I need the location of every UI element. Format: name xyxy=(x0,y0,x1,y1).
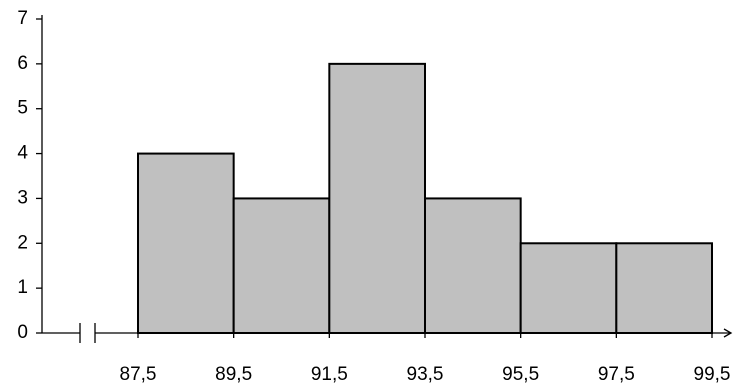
bar xyxy=(615,242,713,335)
bar xyxy=(328,62,427,334)
bar xyxy=(519,242,618,335)
x-tick-label: 89,5 xyxy=(215,364,252,385)
x-tick-label: 97,5 xyxy=(598,364,635,385)
y-tick-label: 3 xyxy=(17,187,28,208)
y-tick-label: 1 xyxy=(17,277,28,298)
x-tick-label: 91,5 xyxy=(311,364,348,385)
y-tick-label: 6 xyxy=(17,53,28,74)
x-tick-label: 87,5 xyxy=(120,364,157,385)
y-tick-label: 4 xyxy=(17,143,28,164)
bar xyxy=(232,197,331,334)
y-tick-label: 5 xyxy=(17,98,28,119)
x-tick-label: 99,5 xyxy=(694,364,731,385)
y-tick-label: 2 xyxy=(17,232,28,253)
y-tick-label: 0 xyxy=(17,322,28,343)
bar xyxy=(137,152,235,334)
x-tick-label: 95,5 xyxy=(502,364,539,385)
y-tick-label: 7 xyxy=(17,8,28,29)
x-tick-label: 93,5 xyxy=(407,364,444,385)
axis-arrow xyxy=(723,328,733,338)
bar xyxy=(424,197,522,334)
